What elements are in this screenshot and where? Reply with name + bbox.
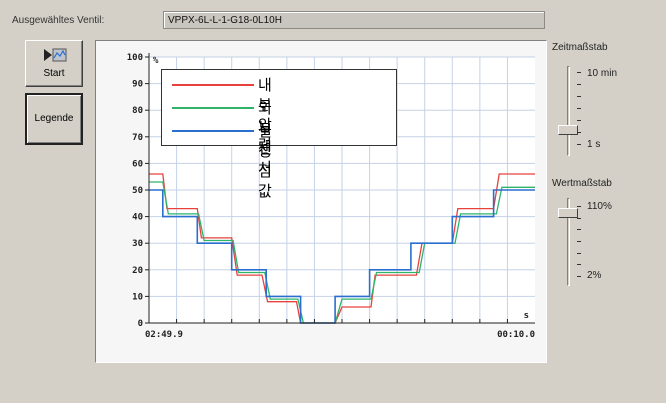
play-record-icon [44,48,67,62]
y-tick-label: 50 [132,186,143,196]
y-tick-label: 80 [132,106,143,116]
y-tick-label: 100 [127,53,143,63]
y-tick-label: 10 [132,292,143,302]
y-tick-label: 90 [132,80,143,90]
slider-tick [577,132,581,133]
legend-button-label: Legende [34,113,74,124]
start-button-label: Start [43,68,65,79]
legend-swatch-green [172,107,254,109]
legend-swatch-red [172,84,254,86]
slider-tick [577,120,581,121]
y-tick-label: 0 [138,319,143,329]
time-scale-title: Zeitmaßstab [552,42,608,53]
slider-tick [577,276,581,277]
value-scale-track[interactable] [567,198,570,286]
time-scale-track[interactable] [567,66,570,156]
slider-tick [577,84,581,85]
x-unit-label: s [524,311,529,321]
value-scale-title: Wertmaßstab [552,178,612,189]
legend-label: 외부 센서 [258,99,272,177]
time-scale-thumb[interactable] [558,124,578,135]
value-scale-max-label: 110% [587,201,612,212]
slider-tick [577,241,581,242]
time-scale-min-label: 1 s [587,139,601,150]
y-unit-label: % [153,56,159,66]
legend-button[interactable]: Legende [25,93,83,145]
legend-swatch-blue [172,130,254,132]
slider-tick [577,72,581,73]
value-scale-thumb[interactable] [558,208,578,218]
slider-tick [577,108,581,109]
slider-tick [577,252,581,254]
legend-label: 설정점 값 [258,122,272,200]
slider-tick [577,206,581,207]
y-tick-label: 20 [132,266,143,276]
x-end-label: 00:10.0 [497,330,535,340]
time-scale-max-label: 10 min [587,68,618,79]
y-tick-label: 60 [132,159,143,169]
y-tick-label: 40 [132,213,143,223]
valve-field[interactable]: VPPX-6L-L-1-G18-0L10H [163,11,545,29]
slider-tick [577,217,581,219]
chart-legend: 내부 압력 외부 센서 설정점 값 [161,69,397,200]
legend-label: 내부 압력 [258,76,272,154]
chart-axes: 0 10 20 30 40 50 60 70 80 90 100 % s 02:49.9 00:10.0 [127,53,535,340]
slider-tick [577,229,581,231]
y-tick-label: 30 [132,239,143,249]
x-start-label: 02:49.9 [145,330,183,340]
y-tick-label: 70 [132,133,143,143]
value-scale-min-label: 2% [587,270,602,281]
slider-tick [577,144,581,145]
slider-tick [577,96,581,97]
slider-tick [577,264,581,266]
valve-label: Ausgewähltes Ventil: [12,15,105,26]
start-button[interactable]: Start [25,40,83,87]
